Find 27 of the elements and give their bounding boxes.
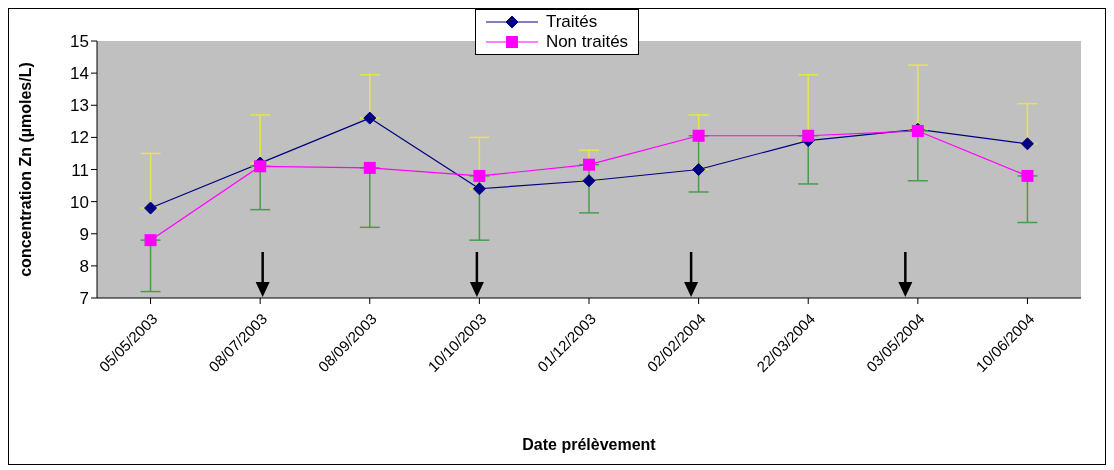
y-axis-title: concentration Zn (µmoles/L)	[16, 62, 34, 277]
point	[472, 182, 486, 196]
y-tick-label: 8	[79, 256, 89, 276]
point	[802, 129, 815, 142]
y-tick-label: 7	[79, 289, 89, 309]
y-tick-label: 15	[70, 32, 89, 52]
y-tick-label: 13	[70, 96, 89, 116]
y-tick-label: 10	[70, 192, 89, 212]
point	[473, 169, 486, 182]
point	[363, 161, 376, 174]
y-tick-label: 12	[70, 128, 89, 148]
point	[1020, 137, 1034, 151]
point	[144, 234, 157, 247]
point	[254, 160, 267, 173]
legend-label: Non traités	[545, 32, 629, 52]
point	[363, 111, 377, 125]
y-tick-label: 11	[71, 160, 89, 180]
y-tick-label: 9	[79, 224, 89, 244]
point	[582, 174, 596, 188]
y-tick-label: 14	[70, 64, 89, 84]
point	[144, 201, 158, 215]
x-axis-title: Date prélèvement	[522, 436, 657, 453]
point	[1021, 169, 1034, 182]
point	[583, 158, 595, 171]
point	[692, 163, 706, 176]
legend-label: Traités	[545, 12, 598, 32]
point	[692, 129, 705, 142]
